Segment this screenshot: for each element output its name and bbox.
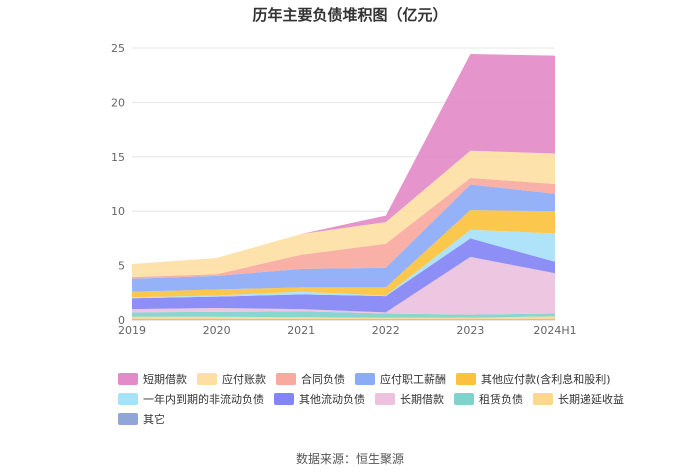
area-series-2[interactable] [132, 311, 555, 318]
legend-item[interactable]: 短期借款 [118, 371, 187, 387]
legend-label: 其他应付款(含利息和股利) [481, 373, 611, 386]
legend-label: 其他流动负债 [299, 393, 365, 406]
legend-item[interactable]: 租赁负债 [454, 391, 523, 407]
chart-title: 历年主要负债堆积图（亿元） [252, 6, 448, 24]
x-tick-label: 2021 [287, 324, 315, 337]
legend-label: 应付账款 [222, 373, 266, 386]
legend-label: 长期递延收益 [558, 393, 624, 406]
x-tick-label: 2020 [203, 324, 231, 337]
area-layer [132, 54, 555, 320]
legend-item[interactable]: 长期递延收益 [533, 391, 624, 407]
data-source: 数据来源：恒生聚源 [295, 452, 404, 466]
area-series-5[interactable] [132, 229, 555, 299]
legend-label: 应付职工薪酬 [380, 373, 446, 386]
area-series-4[interactable] [132, 238, 555, 313]
legend-row: 一年内到期的非流动负债 其他流动负债 长期借款 租赁负债 长期递延收益 [118, 389, 678, 409]
y-tick-label: 20 [111, 96, 125, 109]
y-tick-label: 5 [118, 260, 125, 273]
legend-item[interactable]: 应付账款 [197, 371, 266, 387]
area-series-7[interactable] [132, 184, 555, 292]
x-tick-label: 2023 [456, 324, 484, 337]
x-tick-label: 2019 [118, 324, 146, 337]
x-tick-label: 2024H1 [533, 324, 576, 337]
legend-label: 短期借款 [143, 373, 187, 386]
y-tick-label: 10 [111, 205, 125, 218]
legend-label: 其它 [143, 413, 165, 426]
legend-row: 其它 [118, 409, 678, 429]
legend-swatch [533, 393, 553, 405]
area-series-6[interactable] [132, 210, 555, 298]
legend-item[interactable]: 合同负债 [276, 371, 345, 387]
legend-swatch [118, 413, 138, 425]
legend-label: 长期借款 [400, 393, 444, 406]
legend-label: 一年内到期的非流动负债 [143, 393, 264, 406]
legend-item[interactable]: 应付职工薪酬 [355, 371, 446, 387]
legend-swatch [276, 373, 296, 385]
area-series-8[interactable] [132, 178, 555, 279]
legend-item[interactable]: 一年内到期的非流动负债 [118, 391, 264, 407]
area-series-9[interactable] [132, 150, 555, 277]
legend-swatch [355, 373, 375, 385]
legend-swatch [118, 393, 138, 405]
legend-swatch [375, 393, 395, 405]
y-tick-label: 15 [111, 151, 125, 164]
legend-swatch [456, 373, 476, 385]
legend-item[interactable]: 其它 [118, 411, 165, 427]
legend-item[interactable]: 长期借款 [375, 391, 444, 407]
y-tick-label: 0 [118, 314, 125, 327]
area-series-0[interactable] [132, 319, 555, 321]
legend-swatch [454, 393, 474, 405]
legend-item[interactable]: 其他流动负债 [274, 391, 365, 407]
y-tick-label: 25 [111, 42, 125, 55]
legend-label: 租赁负债 [479, 393, 523, 406]
area-series-10[interactable] [132, 54, 555, 264]
x-tick-label: 2022 [372, 324, 400, 337]
area-series-3[interactable] [132, 256, 555, 315]
legend-swatch [118, 373, 138, 385]
legend-label: 合同负债 [301, 373, 345, 386]
axis-layer: 0 5 10 15 20 25 2019 2020 2021 2022 2023 2024H1 [111, 42, 577, 337]
legend-swatch [274, 393, 294, 405]
legend-row: 短期借款 应付账款 合同负债 应付职工薪酬 其他应付款(含利息和股利) [118, 369, 678, 389]
area-series-1[interactable] [132, 316, 555, 320]
chart-legend: 短期借款 应付账款 合同负债 应付职工薪酬 其他应付款(含利息和股利) 一年内到期的非流动… [118, 369, 678, 429]
legend-swatch [197, 373, 217, 385]
legend-item[interactable]: 其他应付款(含利息和股利) [456, 371, 611, 387]
